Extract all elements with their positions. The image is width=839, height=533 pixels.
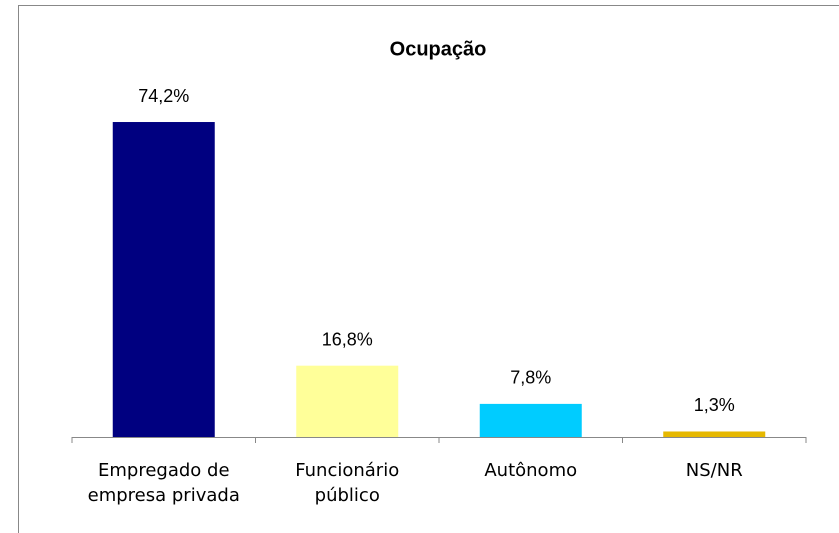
x-tick-label: Funcionário público [295,460,400,506]
x-tick-label: Autônomo [484,460,578,481]
chart-title: Ocupação [390,38,487,60]
data-label: 7,8% [510,368,551,388]
bar [112,122,215,437]
bar [479,403,582,437]
chart-border [18,5,839,533]
data-label: 74,2% [138,86,189,106]
data-label: 16,8% [322,329,373,349]
bar [296,365,399,437]
data-label: 1,3% [694,395,735,415]
x-tick-label: Empregado de empresa privada [87,460,240,506]
bar [663,431,766,437]
x-tick-label: NS/NR [685,460,743,481]
